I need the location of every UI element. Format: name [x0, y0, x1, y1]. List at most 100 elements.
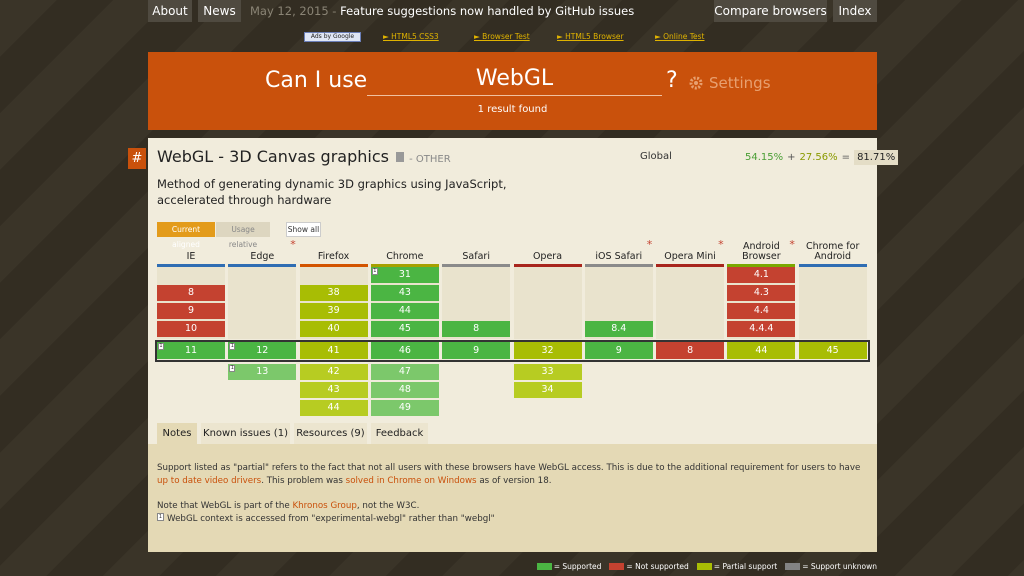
version: 9: [615, 345, 622, 356]
ad-link[interactable]: ► HTML5 CSS3: [383, 32, 439, 41]
ads-badge[interactable]: Ads by Google: [304, 32, 361, 42]
nav-about[interactable]: About: [148, 0, 192, 22]
help[interactable]: ?: [666, 68, 678, 93]
browser-header: Edge: [228, 238, 296, 262]
browser-underline: [157, 264, 225, 267]
support-cell: 9: [442, 342, 511, 359]
notes-area: [148, 444, 877, 552]
support-cell: 43: [370, 285, 439, 301]
search-input[interactable]: WebGL: [367, 66, 662, 96]
ad-link[interactable]: ► Browser Test: [474, 32, 530, 41]
category-icon: [396, 152, 405, 162]
support-cell: 47: [370, 364, 439, 380]
description-line: Method of generating dynamic 3D graphics…: [157, 177, 507, 191]
note-paragraph: Note that WebGL is part of the Khronos G…: [157, 500, 869, 513]
browser-asterisk: *: [789, 238, 795, 251]
nav-compare[interactable]: Compare browsers: [714, 0, 827, 22]
legend-label: = Support unknown: [802, 562, 877, 571]
browser-name: Firefox: [317, 251, 350, 262]
support-cell: 48: [370, 382, 439, 398]
browser-header: Chrome for Android: [799, 238, 867, 262]
nav-index[interactable]: Index: [833, 0, 877, 22]
version: 8: [473, 323, 480, 334]
browser-underline: [656, 264, 725, 267]
tab[interactable]: Notes: [157, 423, 197, 444]
note-link[interactable]: up to date video drivers: [157, 476, 262, 486]
view-current[interactable]: Current aligned: [157, 222, 215, 249]
usage-total: 81.71%: [854, 150, 899, 165]
version: 9: [187, 305, 195, 316]
tab[interactable]: Known issues (1): [201, 423, 290, 444]
browser-underline: [370, 264, 439, 267]
version: 43: [327, 384, 340, 395]
support-cell: 44: [299, 400, 368, 416]
browser-name: Chrome for Android: [806, 241, 860, 262]
description: Method of generating dynamic 3D graphics…: [157, 176, 506, 208]
anchor[interactable]: #: [128, 148, 146, 169]
past-area: [656, 267, 725, 339]
tab[interactable]: Feedback: [371, 423, 428, 444]
version: 11: [184, 345, 198, 356]
news-headline[interactable]: Feature suggestions now handled by GitHu…: [340, 4, 635, 18]
browser-underline: [442, 264, 511, 267]
scope: Global: [640, 151, 672, 162]
news-line: May 12, 2015 - Feature suggestions now h…: [250, 0, 634, 22]
usage-plus: +: [787, 152, 796, 163]
browser-asterisk: *: [718, 238, 724, 251]
note-link[interactable]: solved in Chrome on Windows: [345, 476, 477, 486]
settings[interactable]: Settings: [709, 74, 771, 92]
version: 49: [398, 402, 411, 413]
support-cell: 4.4.4: [727, 321, 796, 337]
support-cell: 8: [157, 285, 225, 301]
support-cell: 46: [370, 342, 439, 359]
legend-swatch: [536, 563, 552, 570]
legend: = Supported = Not supported = Partial supp…: [536, 562, 877, 571]
note-link[interactable]: Khronos Group: [292, 501, 357, 511]
support-cell: 38: [299, 285, 368, 301]
browser-header: Chrome: [371, 238, 439, 262]
tab[interactable]: Resources (9): [294, 423, 367, 444]
support-cell: 4.1: [727, 267, 796, 283]
note-text: . This problem was: [261, 476, 346, 486]
legend-swatch: [609, 563, 625, 570]
version: 44: [755, 345, 768, 356]
version: 31: [398, 269, 411, 280]
view-relative[interactable]: Usage relative: [216, 222, 270, 249]
feature-panel: WebGL - 3D Canvas graphics - OTHER Globa…: [148, 138, 899, 552]
feature-title: WebGL - 3D Canvas graphics: [157, 147, 389, 166]
browser-name: Safari: [462, 251, 490, 262]
current-row: [155, 340, 870, 362]
ad-link[interactable]: ► Online Test: [655, 32, 705, 41]
legend-label: = Supported: [553, 562, 602, 571]
search-header: Can I use WebGL ? Settings 1 result foun…: [148, 52, 877, 130]
version: 44: [327, 402, 340, 413]
support-cell: 45: [370, 321, 439, 337]
version: 33: [541, 366, 554, 377]
result-count: 1 result found: [477, 104, 548, 115]
version: 39: [327, 305, 340, 316]
browser-underline: [299, 264, 368, 267]
version: 46: [398, 345, 411, 356]
support-cell: 49: [370, 400, 439, 416]
browser-asterisk: *: [290, 238, 296, 251]
note-marker: 1: [371, 268, 378, 275]
browser-name: Chrome: [386, 251, 424, 262]
browser-underline: [584, 264, 653, 267]
version: 4.4.4: [749, 323, 774, 334]
version: 8: [687, 345, 694, 356]
settings-icon[interactable]: [689, 76, 703, 90]
nav-news[interactable]: News: [198, 0, 241, 22]
browser-name: Android Browser: [742, 241, 781, 262]
legend-item: = Not supported: [609, 562, 689, 571]
ad-link[interactable]: ► HTML5 Browser: [557, 32, 624, 41]
version: 9: [473, 345, 480, 356]
version: 40: [327, 323, 340, 334]
feature-title-row: WebGL - 3D Canvas graphics - OTHER: [157, 147, 451, 166]
version: 4.3: [753, 287, 769, 298]
browser-underline: [798, 264, 867, 267]
browser-name: iOS Safari: [595, 251, 643, 262]
show-all[interactable]: Show all: [286, 222, 321, 237]
support-cell: 9: [584, 342, 653, 359]
support-cell: 40: [299, 321, 368, 337]
